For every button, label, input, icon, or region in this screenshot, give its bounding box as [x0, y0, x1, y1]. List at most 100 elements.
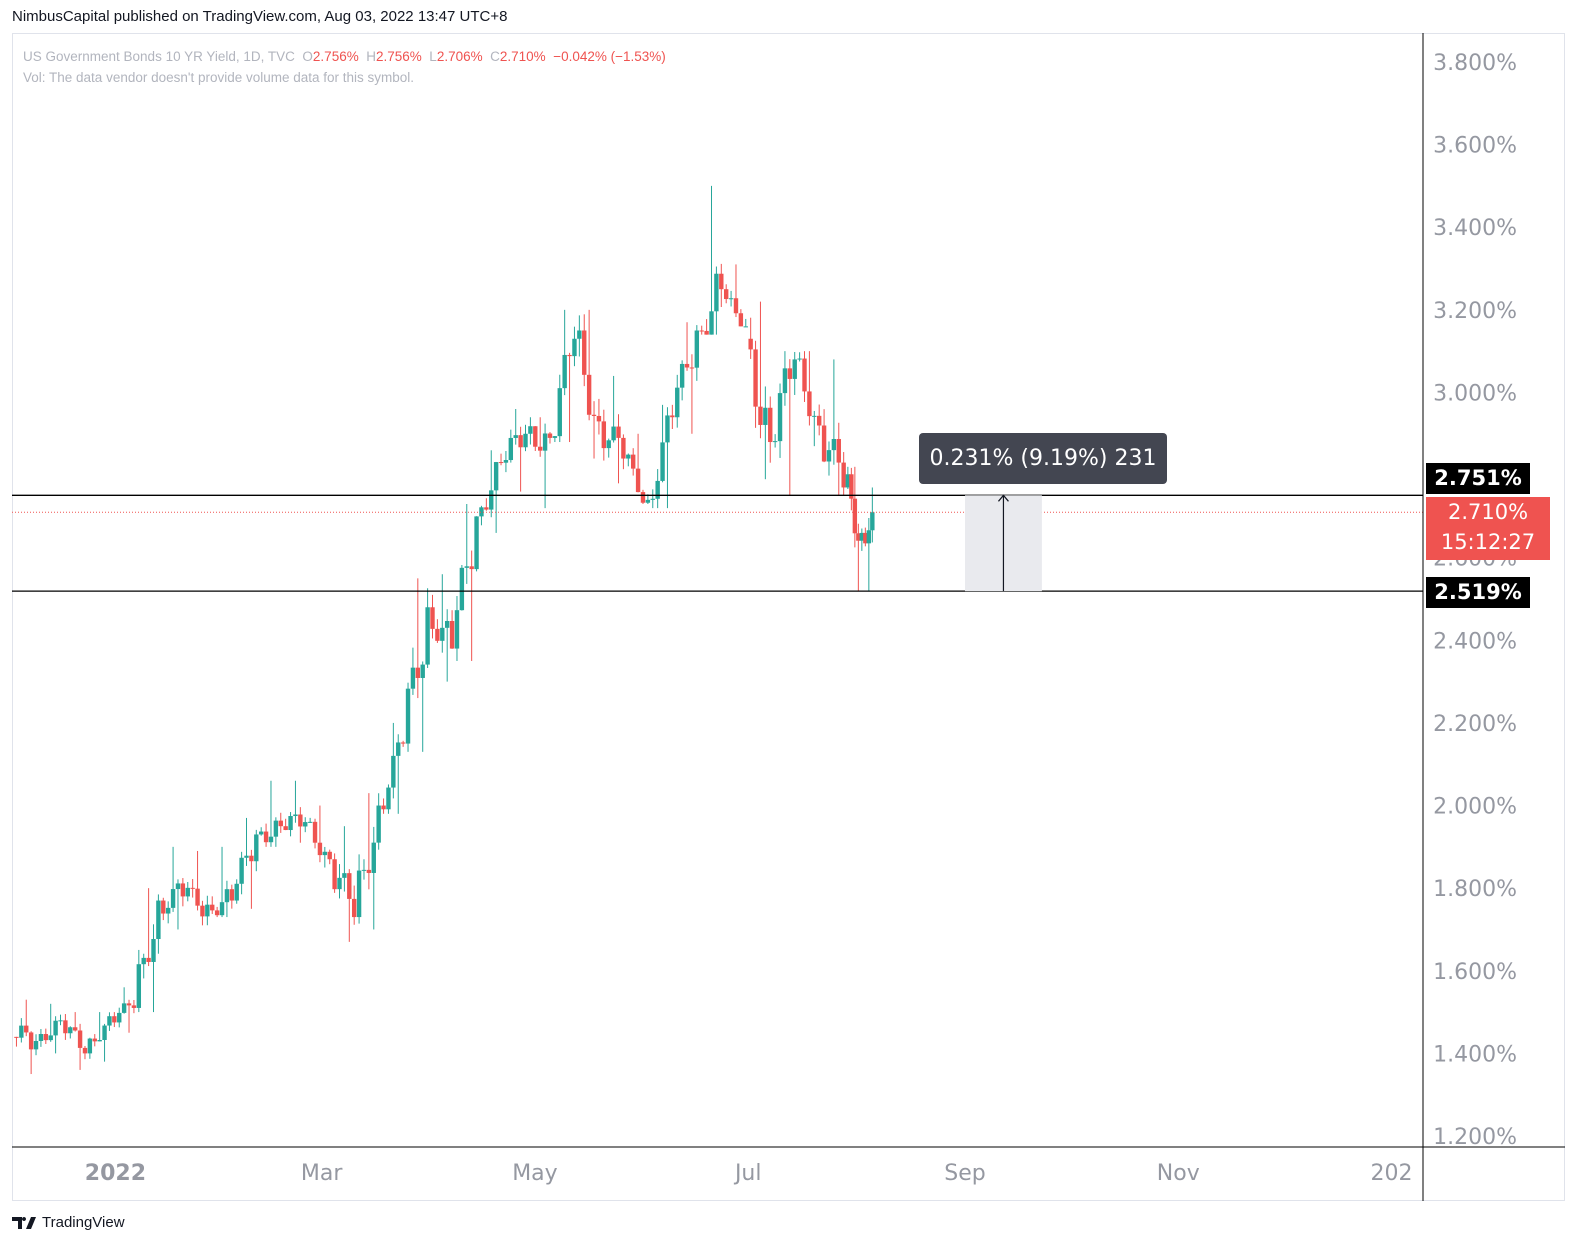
candle-body [190, 887, 195, 889]
candle-body [675, 387, 680, 418]
candle-body [322, 851, 328, 856]
candle-body [200, 905, 205, 917]
candle-body [156, 900, 161, 940]
candle-body [112, 1016, 117, 1023]
measure-arrow-head [997, 494, 1009, 502]
candle-body [856, 533, 861, 541]
candles-layer [14, 185, 875, 1075]
candle-body [312, 821, 318, 843]
candle-body [723, 289, 729, 300]
candle-body [273, 820, 279, 837]
candle-body [58, 1020, 63, 1022]
candle-body [48, 1035, 53, 1041]
low-key: L [429, 49, 437, 64]
y-tick-label: 2.200% [1433, 712, 1517, 737]
candle-body [782, 368, 788, 394]
time-axis: 2022 Mar May Jul Sep Nov 202 [12, 1146, 1565, 1186]
y-tick-label: 3.600% [1433, 134, 1517, 159]
candle-body [268, 836, 274, 843]
y-tick-label: 3.800% [1433, 51, 1517, 76]
candle-body [670, 415, 675, 418]
ohlc-row: US Government Bonds 10 YR Yield, 1D, TVC… [23, 46, 666, 67]
candle-body [180, 883, 186, 897]
footer: TradingView [12, 1214, 125, 1231]
y-tick-label: 1.200% [1433, 1125, 1517, 1150]
candle-body [753, 349, 758, 407]
candle-body [68, 1027, 73, 1034]
candle-body [337, 877, 342, 890]
y-tick-label: 1.800% [1433, 877, 1517, 902]
candle-body [210, 904, 215, 911]
candle-body [449, 621, 455, 649]
candle-body [852, 498, 858, 534]
candle-body [131, 1005, 137, 1008]
candle-body [400, 742, 406, 744]
x-tick-label: Sep [944, 1161, 985, 1186]
candle-body [479, 507, 484, 517]
candle-body [513, 435, 518, 438]
candle-body [733, 298, 739, 314]
candle-body [797, 358, 802, 360]
candle-body [582, 330, 587, 375]
candle-body [410, 667, 416, 689]
candle-body [787, 368, 793, 379]
candle-body [679, 363, 685, 388]
candle-body [792, 359, 797, 379]
candle-body [347, 873, 352, 899]
candle-body [474, 516, 479, 570]
candle-body [635, 468, 641, 493]
candle-body [53, 1020, 58, 1036]
candle-body [586, 374, 592, 415]
candle-body [709, 311, 714, 335]
candle-body [650, 498, 655, 500]
low-value: 2.706% [436, 49, 483, 64]
candle-body [430, 607, 435, 629]
candle-body [699, 330, 704, 332]
candle-body [464, 566, 469, 568]
candle-body [572, 338, 577, 357]
y-tick-label: 2.400% [1433, 629, 1517, 654]
candle-body [489, 490, 494, 510]
candle-body [43, 1034, 49, 1041]
candle-body [263, 831, 269, 843]
candle-body [19, 1025, 24, 1038]
candle-body [845, 474, 851, 488]
candle-body [151, 939, 156, 962]
candle-body [107, 1016, 112, 1026]
x-tick-label: Nov [1157, 1161, 1200, 1186]
candle-body [562, 354, 567, 389]
chart-frame[interactable] [12, 33, 1565, 1201]
candle-body [87, 1038, 93, 1054]
candle-body [630, 454, 636, 469]
y-tick-label: 1.600% [1433, 960, 1517, 985]
close-key: C [490, 49, 500, 64]
candle-body [72, 1027, 78, 1031]
candle-body [719, 273, 724, 290]
candle-body [777, 393, 783, 442]
candle-body [205, 904, 210, 917]
candle-body [728, 298, 734, 300]
last-price-value: 2.710% [1447, 500, 1529, 524]
candle-body [165, 907, 171, 914]
candle-body [195, 888, 200, 906]
candle-body [596, 415, 602, 422]
candle-body [293, 814, 298, 817]
candle-body [704, 330, 709, 335]
candle-body [307, 821, 313, 823]
candle-body [557, 388, 562, 437]
candle-body [332, 859, 337, 890]
candle-body [459, 567, 465, 611]
candle-body [859, 532, 865, 541]
price-axis: 3.800%3.600%3.400%3.200%3.000%2.800%2.60… [1422, 33, 1517, 1201]
candle-body [391, 755, 396, 788]
candle-body [611, 426, 616, 441]
candle-body [366, 869, 372, 873]
y-tick-label: 2.000% [1433, 795, 1517, 820]
candle-body [371, 842, 376, 873]
candle-body [425, 607, 430, 665]
candle-body [849, 474, 854, 499]
candle-body [14, 1036, 19, 1038]
candle-body [381, 805, 386, 810]
candle-body [102, 1025, 107, 1040]
